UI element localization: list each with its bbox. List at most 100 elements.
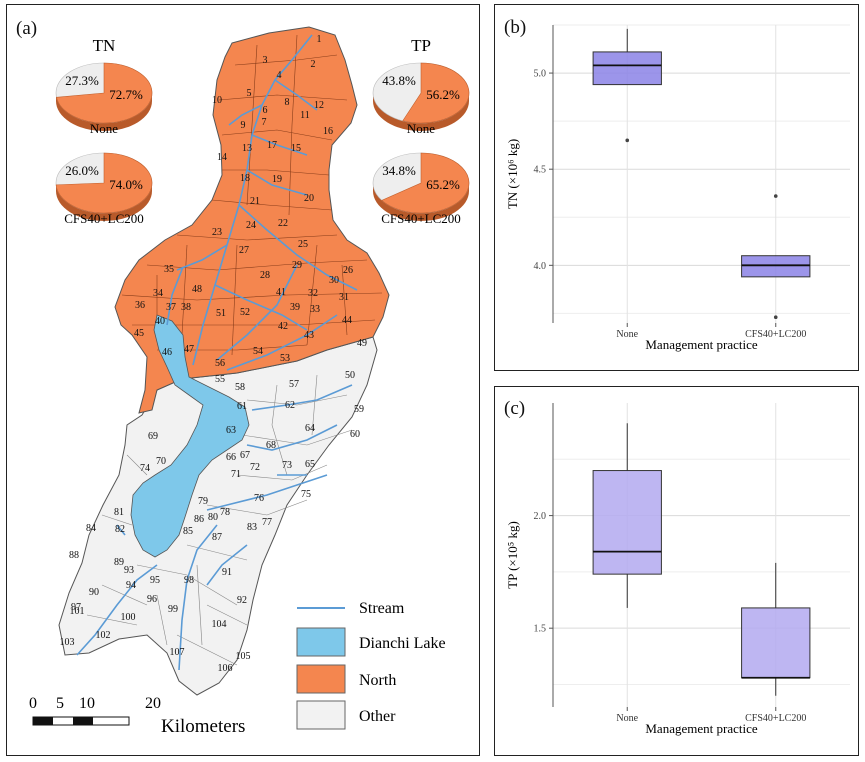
- subbasin-label: 7: [262, 117, 267, 128]
- subbasin-label: 67: [240, 450, 250, 461]
- subbasin-label: 22: [278, 218, 288, 229]
- pie-chart: 65.2% 34.8% CFS40+LC200: [372, 152, 470, 226]
- subbasin-label: 100: [121, 612, 136, 623]
- subbasin-label: 1: [317, 34, 322, 45]
- subbasin-label: 16: [323, 126, 333, 137]
- subbasin-label: 48: [192, 284, 202, 295]
- legend-other-swatch: [296, 700, 346, 730]
- subbasin-label: 20: [304, 193, 314, 204]
- pie-other-pct: 26.0%: [65, 163, 99, 178]
- subbasin-label: 6: [263, 105, 268, 116]
- subbasin-label: 89: [114, 557, 124, 568]
- subbasin-label: 80: [208, 512, 218, 523]
- subbasin-label: 70: [156, 456, 166, 467]
- y-tick-label: 4.0: [534, 261, 547, 272]
- subbasin-label: 107: [170, 647, 185, 658]
- subbasin-label: 66: [226, 452, 236, 463]
- streams: [76, 34, 358, 671]
- pie-slice-north: [381, 152, 470, 214]
- subbasin-label: 69: [148, 431, 158, 442]
- subbasin-label: 94: [126, 580, 136, 591]
- subbasin-label: 33: [310, 304, 320, 315]
- subbasin-label: 23: [212, 227, 222, 238]
- pie-scenario-label: CFS40+LC200: [64, 211, 144, 226]
- subbasin-label: 103: [60, 637, 75, 648]
- x-tick-label: None: [616, 329, 638, 340]
- other-subbasin-lines: [86, 374, 353, 666]
- subbasin-label: 73: [282, 460, 292, 471]
- subbasin-label: 13: [242, 143, 252, 154]
- scale-tick-10: 10: [79, 695, 95, 712]
- subbasin-label: 21: [250, 196, 260, 207]
- legend-stream-label: Stream: [359, 600, 405, 617]
- panel-b-boxplot: (b) 4.0 4.5 5.0 None CFS40+LC200 Management p…: [494, 4, 859, 371]
- x-axis-title: Management practice: [645, 337, 757, 352]
- subbasin-label: 18: [240, 173, 250, 184]
- pie-chart: 74.0% 26.0% CFS40+LC200: [55, 152, 153, 226]
- subbasin-label: 10: [212, 95, 222, 106]
- box: [592, 470, 662, 575]
- pie-other-pct: 43.8%: [382, 73, 416, 88]
- subbasin-label: 90: [89, 587, 99, 598]
- subbasin-label: 31: [339, 292, 349, 303]
- subbasin-label: 68: [266, 440, 276, 451]
- subbasin-label: 106: [218, 663, 233, 674]
- x-tick-label: None: [616, 713, 638, 724]
- legend-other-label: Other: [359, 708, 396, 725]
- pie-scenario-label: None: [90, 121, 118, 136]
- legend-north-label: North: [359, 672, 396, 689]
- subbasin-label: 85: [183, 526, 193, 537]
- subbasin-label: 82: [115, 524, 125, 535]
- subbasin-label: 56: [215, 358, 225, 369]
- subbasin-label: 84: [86, 523, 96, 534]
- pie-slice-north: [56, 62, 153, 124]
- subbasin-label: 72: [250, 462, 260, 473]
- subbasin-label: 65: [305, 459, 315, 470]
- x-tick-label: CFS40+LC200: [745, 329, 806, 340]
- subbasin-label: 58: [235, 382, 245, 393]
- legend-north-swatch: [296, 664, 346, 694]
- scale-bar: 0 5 10 20 Kilometers: [29, 695, 245, 737]
- subbasin-label: 61: [237, 401, 247, 412]
- subbasin-label: 34: [153, 288, 163, 299]
- y-axis-title: TN (×10⁶ kg): [505, 139, 520, 209]
- subbasin-label: 50: [345, 370, 355, 381]
- pie-title: TP: [411, 36, 431, 55]
- pie-north-pct: 56.2%: [426, 87, 460, 102]
- subbasin-label: 8: [285, 97, 290, 108]
- subbasin-label: 62: [285, 400, 295, 411]
- subbasin-label: 11: [300, 110, 310, 121]
- subbasin-label: 15: [291, 143, 301, 154]
- panel-a-map: (a): [6, 4, 480, 756]
- outlier-point: [773, 194, 778, 198]
- y-tick-label: 4.5: [534, 165, 547, 176]
- pie-chart: 72.7% 27.3% TN None: [55, 36, 153, 136]
- subbasin-label: 9: [241, 120, 246, 131]
- north-region: [114, 26, 390, 414]
- subbasin-label: 60: [350, 429, 360, 440]
- subbasin-label: 54: [253, 346, 263, 357]
- subbasin-label: 45: [134, 328, 144, 339]
- subbasin-label: 46: [162, 347, 172, 358]
- subbasin-label: 51: [216, 308, 226, 319]
- subbasin-label: 75: [301, 489, 311, 500]
- subbasin-label: 102: [96, 630, 111, 641]
- pie-charts: 72.7% 27.3% TN None 56.2% 43.8% TP None 74.0% 26.…: [55, 36, 470, 226]
- subbasin-label: 101: [70, 606, 85, 617]
- scale-unit: Kilometers: [161, 716, 245, 737]
- legend-lake-swatch: [296, 627, 346, 657]
- subbasin-label: 105: [236, 651, 251, 662]
- scale-tick-20: 20: [145, 695, 161, 712]
- pie-other-pct: 27.3%: [65, 73, 99, 88]
- pie-north-pct: 74.0%: [109, 177, 143, 192]
- subbasin-label: 38: [181, 302, 191, 313]
- scale-tick-0: 0: [29, 695, 37, 712]
- subbasin-label: 52: [240, 307, 250, 318]
- pie-slice-north: [55, 152, 153, 214]
- subbasin-label: 43: [304, 330, 314, 341]
- subbasin-label: 79: [198, 496, 208, 507]
- subbasin-label: 77: [262, 517, 272, 528]
- pie-scenario-label: None: [407, 121, 435, 136]
